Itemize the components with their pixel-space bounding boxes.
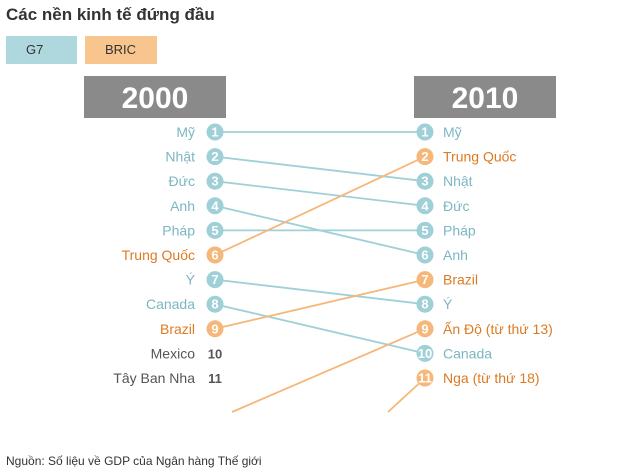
chart-title: Các nền kinh tế đứng đầu bbox=[6, 5, 215, 24]
country-label-2010: Nga (từ thứ 18) bbox=[443, 370, 540, 386]
rank-marker-2000 bbox=[206, 295, 224, 313]
rank-link-7 bbox=[214, 303, 426, 355]
legend-item-bric: BRIC bbox=[85, 36, 157, 64]
rank-number-2000: 11 bbox=[208, 371, 222, 386]
rank-number-2010: 10 bbox=[418, 346, 432, 361]
rank-number-2010: 2 bbox=[421, 149, 428, 164]
rank-number-2010: 11 bbox=[418, 371, 432, 386]
rank-link-5 bbox=[214, 155, 426, 256]
rank-number-2010: 9 bbox=[421, 321, 428, 336]
rank-link-9 bbox=[231, 327, 426, 413]
rank-number-2000: 2 bbox=[211, 149, 218, 164]
country-label-2000: Mexico bbox=[151, 345, 196, 361]
rank-marker-2000 bbox=[206, 148, 224, 166]
country-label-2010: Mỹ bbox=[443, 124, 462, 140]
legend-label-g7: G7 bbox=[26, 42, 44, 57]
country-label-2010: Anh bbox=[443, 247, 468, 263]
rank-link-1 bbox=[214, 155, 426, 183]
country-label-2010: Đức bbox=[443, 198, 469, 214]
rank-marker-2000 bbox=[206, 197, 224, 215]
legend-item-g7: G7 bbox=[6, 36, 77, 64]
year-header-2000 bbox=[84, 76, 226, 118]
year-label-2000: 2000 bbox=[122, 82, 189, 115]
year-label-2010: 2010 bbox=[452, 82, 519, 115]
rank-link-8 bbox=[214, 278, 426, 330]
rank-number-2000: 1 bbox=[211, 125, 218, 140]
rank-number-2010: 8 bbox=[421, 297, 428, 312]
rank-number-2010: 5 bbox=[421, 223, 428, 238]
rank-marker-2010 bbox=[416, 197, 434, 215]
rank-link-2 bbox=[214, 180, 426, 207]
country-label-2010: Ấn Độ (từ thứ 13) bbox=[443, 321, 553, 337]
rank-number-2000: 6 bbox=[211, 248, 218, 263]
year-header-2010 bbox=[414, 76, 556, 118]
legend-label-bric: BRIC bbox=[105, 42, 137, 57]
rank-link-6 bbox=[214, 278, 426, 306]
rank-marker-2000 bbox=[206, 271, 224, 289]
rank-marker-2000 bbox=[206, 246, 224, 264]
rank-number-2010: 7 bbox=[421, 272, 428, 287]
country-label-2000: Đức bbox=[169, 173, 195, 189]
rank-number-2000: 8 bbox=[211, 297, 218, 312]
rank-number-2010: 4 bbox=[421, 198, 429, 213]
rank-marker-2000 bbox=[206, 172, 224, 190]
rank-number-2010: 6 bbox=[421, 248, 428, 263]
country-label-2010: Nhật bbox=[443, 173, 473, 189]
country-label-2010: Canada bbox=[443, 345, 492, 361]
rank-marker-2010 bbox=[416, 295, 434, 313]
country-label-2010: Brazil bbox=[443, 272, 478, 288]
country-label-2000: Pháp bbox=[162, 222, 195, 238]
country-label-2000: Canada bbox=[146, 296, 195, 312]
rank-marker-2000 bbox=[206, 123, 224, 141]
rank-number-2000: 9 bbox=[211, 321, 218, 336]
rank-number-2010: 1 bbox=[421, 125, 428, 140]
country-label-2000: Ý bbox=[186, 272, 196, 288]
rank-marker-2010 bbox=[416, 172, 434, 190]
rank-marker-2010 bbox=[416, 271, 434, 289]
rank-marker-2010 bbox=[416, 369, 434, 387]
rank-number-2000: 7 bbox=[211, 272, 218, 287]
rank-number-2000: 3 bbox=[211, 174, 218, 189]
rank-marker-2000 bbox=[206, 221, 224, 239]
rank-marker-2010 bbox=[416, 246, 434, 264]
rank-marker-2000 bbox=[206, 320, 224, 338]
country-label-2000: Tây Ban Nha bbox=[113, 370, 195, 386]
rank-number-2000: 10 bbox=[208, 346, 222, 361]
country-label-2000: Mỹ bbox=[176, 124, 195, 140]
rank-marker-2010 bbox=[416, 344, 434, 362]
rank-marker-2010 bbox=[416, 123, 434, 141]
rank-marker-2010 bbox=[416, 221, 434, 239]
country-label-2010: Trung Quốc bbox=[443, 149, 516, 165]
country-label-2000: Trung Quốc bbox=[122, 247, 195, 263]
rank-number-2000: 4 bbox=[211, 198, 219, 213]
rank-number-2000: 5 bbox=[211, 223, 218, 238]
rank-marker-2010 bbox=[416, 320, 434, 338]
country-label-2010: Pháp bbox=[443, 222, 476, 238]
country-label-2000: Nhật bbox=[165, 149, 195, 165]
country-label-2000: Brazil bbox=[160, 321, 195, 337]
source-note: Nguồn: Số liệu về GDP của Ngân hàng Thế … bbox=[6, 454, 262, 468]
country-label-2000: Anh bbox=[170, 198, 195, 214]
country-label-2010: Ý bbox=[443, 296, 453, 312]
rank-marker-2010 bbox=[416, 148, 434, 166]
rank-number-2010: 3 bbox=[421, 174, 428, 189]
